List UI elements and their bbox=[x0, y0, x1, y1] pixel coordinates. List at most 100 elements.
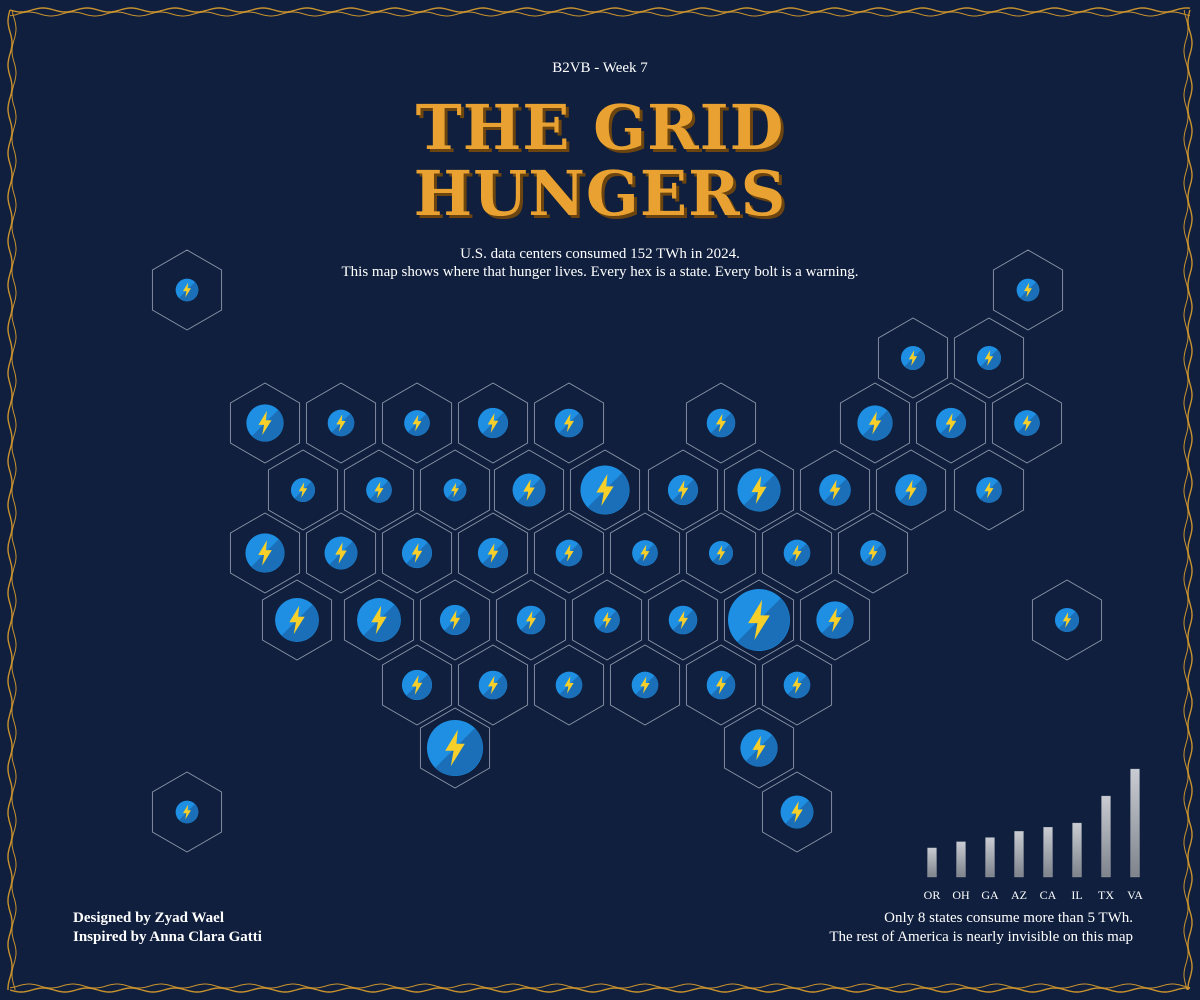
bolt bbox=[487, 543, 499, 563]
bolt-marker bbox=[740, 729, 778, 767]
note: The rest of America is nearly invisible … bbox=[829, 929, 1133, 945]
bar bbox=[1130, 768, 1140, 878]
bolt-marker bbox=[439, 604, 471, 636]
bolt bbox=[451, 482, 459, 498]
bolt-marker bbox=[976, 477, 1002, 503]
bolt bbox=[335, 542, 347, 564]
bolt-marker bbox=[555, 539, 583, 567]
bolt bbox=[449, 610, 461, 630]
state-hex bbox=[647, 449, 719, 531]
state-hex bbox=[457, 512, 529, 594]
bolt-marker bbox=[477, 537, 509, 569]
state-hex bbox=[837, 512, 909, 594]
bolt bbox=[564, 676, 574, 694]
bar bbox=[1043, 827, 1053, 878]
bar bbox=[1101, 795, 1111, 878]
state-hex bbox=[229, 512, 301, 594]
bolt-marker bbox=[819, 474, 851, 506]
border-line bbox=[9, 7, 1191, 13]
bolt bbox=[258, 410, 272, 436]
bolt bbox=[374, 481, 384, 499]
state-hex bbox=[953, 449, 1025, 531]
bolt bbox=[487, 413, 499, 433]
state-hex bbox=[723, 579, 795, 661]
x-tick-label: GA bbox=[981, 888, 999, 902]
border-line bbox=[9, 11, 1191, 17]
bolt-marker bbox=[783, 539, 811, 567]
bolt bbox=[298, 482, 308, 498]
bolt-marker bbox=[327, 409, 355, 437]
state-hex bbox=[151, 249, 223, 331]
bolt-marker bbox=[516, 605, 546, 635]
state-hex bbox=[229, 382, 301, 464]
x-tick-label: TX bbox=[1098, 888, 1114, 902]
state-hex bbox=[723, 449, 795, 531]
bolt-marker bbox=[404, 410, 430, 436]
state-hex bbox=[839, 382, 911, 464]
state-hex bbox=[723, 707, 795, 789]
bolt-marker bbox=[175, 278, 199, 302]
bolt bbox=[183, 804, 191, 820]
state-hex bbox=[305, 382, 377, 464]
state-hex bbox=[533, 382, 605, 464]
bolt-marker bbox=[816, 601, 854, 639]
bolt-marker bbox=[857, 405, 893, 441]
bar bbox=[1072, 822, 1082, 878]
state-hex bbox=[343, 449, 415, 531]
bolt bbox=[868, 411, 882, 435]
x-tick-label: OR bbox=[924, 888, 941, 902]
border-line bbox=[11, 9, 17, 991]
bolt bbox=[751, 475, 767, 505]
bolt-marker bbox=[708, 540, 734, 566]
border-line bbox=[1187, 9, 1193, 990]
credit: Inspired by Anna Clara Gatti bbox=[73, 929, 262, 945]
bolt bbox=[945, 413, 957, 433]
note: Only 8 states consume more than 5 TWh. bbox=[884, 910, 1133, 926]
bolt bbox=[640, 544, 650, 562]
state-hex bbox=[267, 449, 339, 531]
bolt bbox=[1024, 282, 1032, 298]
title-shadow: THE GRID bbox=[419, 94, 788, 167]
bolt bbox=[411, 543, 423, 563]
state-hex bbox=[533, 512, 605, 594]
border-line bbox=[7, 9, 13, 990]
bolt-marker bbox=[554, 408, 584, 438]
bolt-marker bbox=[737, 468, 781, 512]
state-hex bbox=[457, 382, 529, 464]
bar bbox=[1014, 831, 1024, 878]
bolt-marker bbox=[728, 589, 790, 651]
state-hex bbox=[305, 512, 377, 594]
credit: Designed by Zyad Wael bbox=[73, 910, 224, 926]
bolt bbox=[523, 479, 535, 501]
bolt bbox=[792, 544, 802, 562]
state-hex bbox=[457, 644, 529, 726]
state-hex bbox=[1031, 579, 1103, 661]
bolt bbox=[984, 481, 994, 499]
border-line bbox=[9, 987, 1191, 993]
state-hex bbox=[609, 512, 681, 594]
bolt bbox=[752, 735, 766, 761]
bolt-marker bbox=[706, 408, 736, 438]
bolt-marker bbox=[478, 670, 508, 700]
bolt bbox=[792, 676, 802, 694]
state-hex bbox=[685, 382, 757, 464]
x-tick-label: CA bbox=[1040, 888, 1057, 902]
bolt bbox=[791, 801, 803, 823]
bolt-marker bbox=[780, 795, 814, 829]
state-hex bbox=[151, 771, 223, 853]
bolt-marker bbox=[580, 465, 630, 515]
subtitle: U.S. data centers consumed 152 TWh in 20… bbox=[460, 246, 740, 262]
state-hex bbox=[381, 382, 453, 464]
bolt bbox=[716, 413, 726, 433]
state-hex bbox=[761, 512, 833, 594]
x-tick-label: IL bbox=[1071, 888, 1082, 902]
bolt bbox=[602, 611, 612, 629]
bolt-marker bbox=[631, 671, 659, 699]
state-hex bbox=[685, 512, 757, 594]
bolt bbox=[748, 599, 770, 641]
bolt-marker bbox=[246, 404, 284, 442]
state-hex bbox=[992, 249, 1064, 331]
bolt bbox=[828, 607, 842, 633]
bolt bbox=[371, 605, 387, 635]
state-hex bbox=[799, 579, 871, 661]
